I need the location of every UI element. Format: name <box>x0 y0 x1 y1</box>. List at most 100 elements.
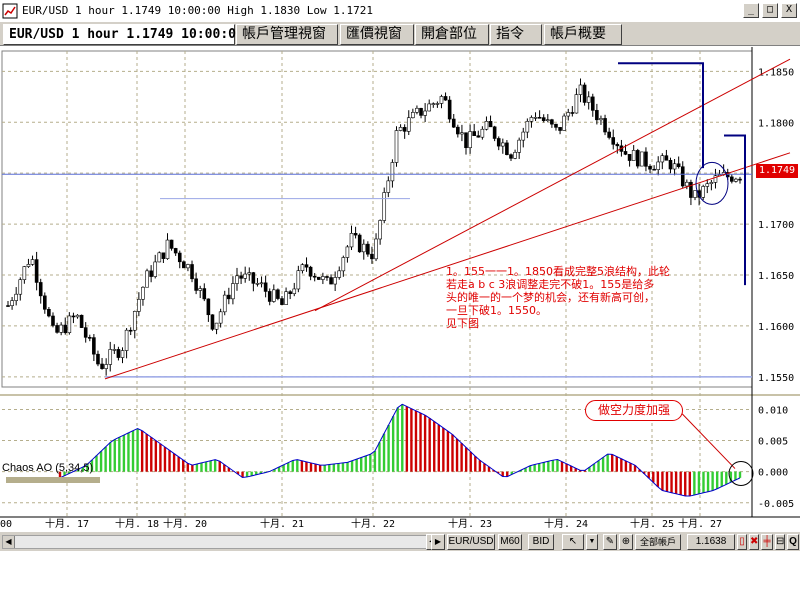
candle-body <box>34 259 39 283</box>
candle-body <box>501 142 505 147</box>
candlesticks <box>6 78 742 376</box>
horizontal-scrollbar[interactable]: ◀ <box>2 535 442 549</box>
candle-body <box>713 175 718 183</box>
candle-body <box>525 121 530 133</box>
candle-body <box>284 291 288 305</box>
candle-body <box>402 127 407 132</box>
help-button[interactable]: Q <box>787 534 799 550</box>
ao-highlight-circle <box>728 461 754 487</box>
draw-tool-icon[interactable]: ✎ <box>603 534 617 550</box>
tab-chart[interactable]: EUR/USD 1 hour 1.1749 10:00:00 <box>3 24 244 45</box>
sell-icon[interactable]: ▯ <box>737 534 747 550</box>
candle-body <box>640 151 644 167</box>
note-line: 见下图 <box>446 317 479 330</box>
candle-body <box>190 264 194 280</box>
candle-body <box>668 159 673 170</box>
candle-body <box>513 152 517 159</box>
timeframe-button[interactable]: M60 <box>498 534 522 550</box>
close-chart-icon[interactable]: ⊟ <box>775 534 785 550</box>
tab-account-management[interactable]: 帳戶管理視窗 <box>236 24 338 45</box>
candle-body <box>570 112 575 114</box>
candle-body <box>554 123 558 128</box>
candle-body <box>370 253 374 260</box>
symbol-button[interactable]: EUR/USD <box>447 534 495 550</box>
candle-body <box>14 293 18 301</box>
candle-body <box>562 115 566 131</box>
candle-body <box>685 181 689 187</box>
candle-body <box>541 117 546 121</box>
candle-body <box>333 277 337 285</box>
candle-body <box>468 131 472 149</box>
candle-body <box>537 117 542 119</box>
tab-account-summary[interactable]: 帳戶概要 <box>544 24 622 45</box>
time-tick-label: 十月. 24 <box>544 517 588 530</box>
candle-body <box>734 178 738 182</box>
candle-body <box>345 246 350 258</box>
candle-body <box>505 142 509 155</box>
candle-body <box>124 329 129 351</box>
indicator-label-bar <box>6 477 100 483</box>
candle-body <box>153 261 158 277</box>
close-button[interactable]: X <box>781 3 797 18</box>
candle-body <box>652 168 656 171</box>
candle-body <box>235 275 239 284</box>
candle-body <box>676 163 681 168</box>
candle-body <box>443 96 448 101</box>
scroll-right-button[interactable]: ▶ <box>431 534 445 550</box>
price-tick-label: 1.1700 <box>758 220 794 231</box>
candle-body <box>603 118 607 133</box>
candle-body <box>198 288 203 291</box>
note-line: 若走a b c 3浪调整走完不破1。155是给多 <box>446 278 655 291</box>
time-tick-label: 十月. 25 <box>630 517 674 530</box>
candle-body <box>586 96 591 103</box>
scroll-left-icon[interactable]: ◀ <box>3 536 15 548</box>
candle-body <box>206 298 211 316</box>
tab-open-positions[interactable]: 開倉部位 <box>415 24 489 45</box>
candle-body <box>30 259 35 265</box>
candle-body <box>615 144 620 147</box>
candle-body <box>26 264 31 267</box>
trendline-lower <box>104 152 791 380</box>
candle-body <box>353 233 358 236</box>
account-selector[interactable]: 全部帳戶 <box>635 534 681 550</box>
candle-body <box>75 314 80 318</box>
candle-body <box>83 327 88 338</box>
split-icon[interactable]: ╪ <box>761 534 773 550</box>
candle-body <box>492 126 497 139</box>
price-pane-frame <box>1 50 753 388</box>
candle-body <box>79 314 84 328</box>
candle-body <box>255 283 260 285</box>
tab-orders[interactable]: 指令 <box>490 24 542 45</box>
candle-body <box>280 298 284 305</box>
candle-body <box>558 127 562 131</box>
window-title: EUR/USD 1 hour 1.1749 10:00:00 High 1.18… <box>22 4 373 17</box>
candle-body <box>47 309 51 317</box>
candle-body <box>693 190 697 198</box>
candle-body <box>427 103 432 112</box>
candle-body <box>545 119 550 122</box>
cursor-tool-icon[interactable]: ↖ <box>562 534 584 550</box>
candle-body <box>460 132 464 135</box>
candle-body <box>456 126 460 135</box>
candle-body <box>709 182 714 185</box>
tool-dropdown-icon[interactable]: ▼ <box>586 534 598 550</box>
candle-body <box>738 178 742 181</box>
time-tick-label: 十月. 20 <box>163 517 207 530</box>
price-axis: 1.18501.18001.17501.17001.16501.16001.15… <box>758 67 794 383</box>
tab-quotes[interactable]: 匯價視窗 <box>340 24 414 45</box>
candle-body <box>173 248 178 254</box>
candle-body <box>259 282 264 285</box>
crosshair-icon[interactable]: ⊕ <box>619 534 633 550</box>
maximize-button[interactable]: □ <box>762 3 778 18</box>
candle-body <box>464 132 468 149</box>
candle-body <box>10 300 14 307</box>
candle-body <box>423 110 427 116</box>
price-tick-label: 1.1600 <box>758 322 794 333</box>
candle-body <box>108 349 113 365</box>
order-icon[interactable]: ✖ <box>749 534 759 550</box>
candle-body <box>439 96 444 104</box>
candle-body <box>120 350 125 358</box>
candle-body <box>145 270 149 288</box>
bid-ask-button[interactable]: BID <box>528 534 554 550</box>
minimize-button[interactable]: _ <box>743 3 759 18</box>
